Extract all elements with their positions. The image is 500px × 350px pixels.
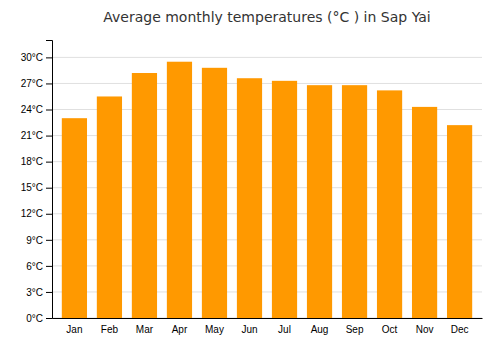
y-tick-label: 12°C — [21, 208, 43, 219]
bars — [62, 62, 472, 318]
x-tick: Nov — [416, 324, 434, 335]
y-tick-label: 18°C — [21, 156, 43, 167]
y-tick-mark — [46, 83, 52, 84]
x-tick: Jul — [278, 324, 291, 335]
y-tick: 30°C — [21, 52, 52, 63]
y-tick-mark — [46, 214, 52, 215]
x-tick-label: Nov — [416, 324, 434, 335]
x-axis: Jan Feb Mar Apr May Jun Jul Aug Sep Oct Nov Dec — [53, 319, 483, 336]
bar — [307, 85, 332, 318]
y-tick-label: 0°C — [26, 313, 43, 324]
y-tick-mark — [46, 188, 52, 189]
y-tick: 0°C — [26, 313, 52, 324]
y-tick-mark — [46, 162, 52, 163]
x-tick-label: Sep — [346, 324, 364, 335]
y-tick: 3°C — [26, 287, 52, 298]
y-tick: 6°C — [26, 261, 52, 272]
x-tick-label: Jul — [278, 324, 291, 335]
y-tick: 15°C — [21, 182, 52, 193]
x-tick: Dec — [451, 324, 469, 335]
y-tick: 9°C — [26, 235, 52, 246]
x-tick: Jun — [241, 324, 257, 335]
grid-line — [52, 57, 482, 58]
bar — [237, 78, 262, 318]
x-tick: Apr — [172, 324, 188, 335]
title: Average monthly temperatures (°C ) in Sa… — [103, 9, 430, 25]
y-tick-mark — [46, 57, 52, 58]
x-axis-line — [53, 318, 483, 319]
x-tick: Oct — [382, 324, 398, 335]
x-tick: Aug — [311, 324, 329, 335]
x-tick: Jan — [66, 324, 82, 335]
bar — [167, 62, 192, 318]
y-tick-label: 30°C — [21, 52, 43, 63]
y-tick: 18°C — [21, 156, 52, 167]
y-axis: 0°C 3°C 6°C 9°C 12°C 15°C 18°C 21°C 24°C 27°C 30°C — [21, 41, 53, 324]
bar — [202, 68, 227, 318]
x-tick: Sep — [346, 324, 364, 335]
x-tick-label: Aug — [311, 324, 329, 335]
chart: Average monthly temperatures (°C ) in Sa… — [0, 0, 500, 350]
y-tick: 12°C — [21, 208, 52, 219]
grid — [52, 57, 482, 318]
bar — [342, 85, 367, 318]
grid-line — [52, 83, 482, 84]
x-tick-label: May — [205, 324, 224, 335]
bar — [132, 73, 157, 318]
x-tick: May — [205, 324, 224, 335]
x-tick-label: Jan — [66, 324, 82, 335]
bar — [412, 107, 437, 318]
y-tick-label: 3°C — [26, 287, 43, 298]
bar — [97, 96, 122, 318]
y-tick: 24°C — [21, 104, 52, 115]
y-tick: 27°C — [21, 78, 52, 89]
x-tick-label: Mar — [136, 324, 154, 335]
x-tick-label: Apr — [172, 324, 188, 335]
y-tick-label: 24°C — [21, 104, 43, 115]
y-tick-label: 9°C — [26, 235, 43, 246]
x-tick: Feb — [101, 324, 119, 335]
y-tick-mark — [46, 136, 52, 137]
y-tick-label: 27°C — [21, 78, 43, 89]
x-tick-label: Oct — [382, 324, 398, 335]
y-tick-label: 21°C — [21, 130, 43, 141]
y-tick-mark — [46, 318, 52, 319]
y-tick-mark — [46, 110, 52, 111]
bar — [447, 125, 472, 318]
x-tick-label: Dec — [451, 324, 469, 335]
bar — [62, 118, 87, 318]
x-tick-label: Jun — [241, 324, 257, 335]
bar — [272, 81, 297, 318]
y-tick-label: 15°C — [21, 182, 43, 193]
y-tick-mark — [46, 240, 52, 241]
x-tick: Mar — [136, 324, 154, 335]
bar — [377, 90, 402, 318]
y-axis-line — [46, 41, 53, 319]
y-tick-mark — [46, 266, 52, 267]
y-tick-mark — [46, 292, 52, 293]
y-tick-label: 6°C — [26, 261, 43, 272]
x-tick-label: Feb — [101, 324, 119, 335]
y-tick: 21°C — [21, 130, 52, 141]
